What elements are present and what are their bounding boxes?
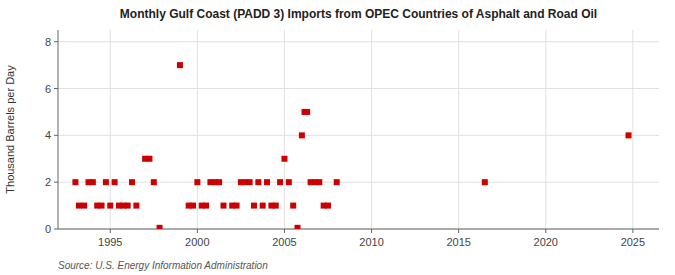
point <box>299 132 305 138</box>
point <box>286 179 292 185</box>
x-axis-line <box>58 229 659 230</box>
point <box>255 179 261 185</box>
y-tick <box>54 135 58 136</box>
chart: Monthly Gulf Coast (PADD 3) Imports from… <box>0 0 675 275</box>
x-grid-line <box>632 30 633 229</box>
point <box>251 203 257 209</box>
point <box>295 225 301 229</box>
y-tick <box>54 229 58 230</box>
point <box>316 179 322 185</box>
point <box>273 203 279 209</box>
point <box>190 203 196 209</box>
x-tick <box>284 229 285 233</box>
y-tick <box>54 41 58 42</box>
y-grid-line <box>58 135 659 136</box>
x-grid-line <box>371 30 372 229</box>
y-axis-label: Thousand Barrels per Day <box>4 65 16 194</box>
point <box>626 132 632 138</box>
point <box>290 203 296 209</box>
point <box>107 203 113 209</box>
x-grid-line <box>110 30 111 229</box>
point <box>264 179 270 185</box>
y-grid-line <box>58 229 659 230</box>
point <box>220 203 226 209</box>
x-tick-label: 2020 <box>534 236 558 248</box>
point <box>281 156 287 162</box>
x-tick <box>458 229 459 233</box>
point <box>76 203 82 209</box>
y-grid-line <box>58 182 659 183</box>
point <box>304 109 310 115</box>
x-grid-line <box>545 30 546 229</box>
point <box>90 179 96 185</box>
axes: 0 2 4 6 8 1995 2000 2005 2010 2015 2020 2025 <box>45 30 659 248</box>
title: Monthly Gulf Coast (PADD 3) Imports from… <box>120 7 597 21</box>
y-axis-line <box>58 30 59 229</box>
point <box>482 179 488 185</box>
y-grid-line <box>58 41 659 42</box>
point <box>99 203 105 209</box>
x-tick-label: 2000 <box>185 236 209 248</box>
x-tick <box>197 229 198 233</box>
x-tick-label: 2010 <box>359 236 383 248</box>
x-grid-line <box>458 30 459 229</box>
point <box>234 203 240 209</box>
x-grid-line <box>284 30 285 229</box>
point <box>125 203 131 209</box>
point <box>112 179 118 185</box>
y-tick-label: 8 <box>45 36 51 48</box>
x-grid-line <box>197 30 198 229</box>
x-tick <box>632 229 633 233</box>
point <box>177 62 183 68</box>
x-tick <box>545 229 546 233</box>
x-tick-label: 2015 <box>446 236 470 248</box>
y-tick-label: 2 <box>45 176 51 188</box>
x-tick-label: 2025 <box>621 236 645 248</box>
point <box>277 179 283 185</box>
point <box>146 156 152 162</box>
y-tick-label: 4 <box>45 129 51 141</box>
point <box>72 179 78 185</box>
points <box>72 62 631 229</box>
point <box>260 203 266 209</box>
grid <box>58 30 659 229</box>
y-tick-label: 6 <box>45 83 51 95</box>
point <box>133 203 139 209</box>
y-tick-label: 0 <box>45 223 51 235</box>
point <box>325 203 331 209</box>
point <box>81 203 87 209</box>
point <box>334 179 340 185</box>
point <box>194 179 200 185</box>
y-tick <box>54 88 58 89</box>
x-tick <box>110 229 111 233</box>
x-tick-label: 1995 <box>98 236 122 248</box>
point <box>129 179 135 185</box>
source-note: Source: U.S. Energy Information Administ… <box>58 260 268 271</box>
point <box>247 179 253 185</box>
point <box>103 179 109 185</box>
point <box>157 225 163 229</box>
x-tick-label: 2005 <box>272 236 296 248</box>
y-grid-line <box>58 88 659 89</box>
point <box>203 203 209 209</box>
y-tick <box>54 182 58 183</box>
point <box>151 179 157 185</box>
x-tick <box>371 229 372 233</box>
point <box>216 179 222 185</box>
